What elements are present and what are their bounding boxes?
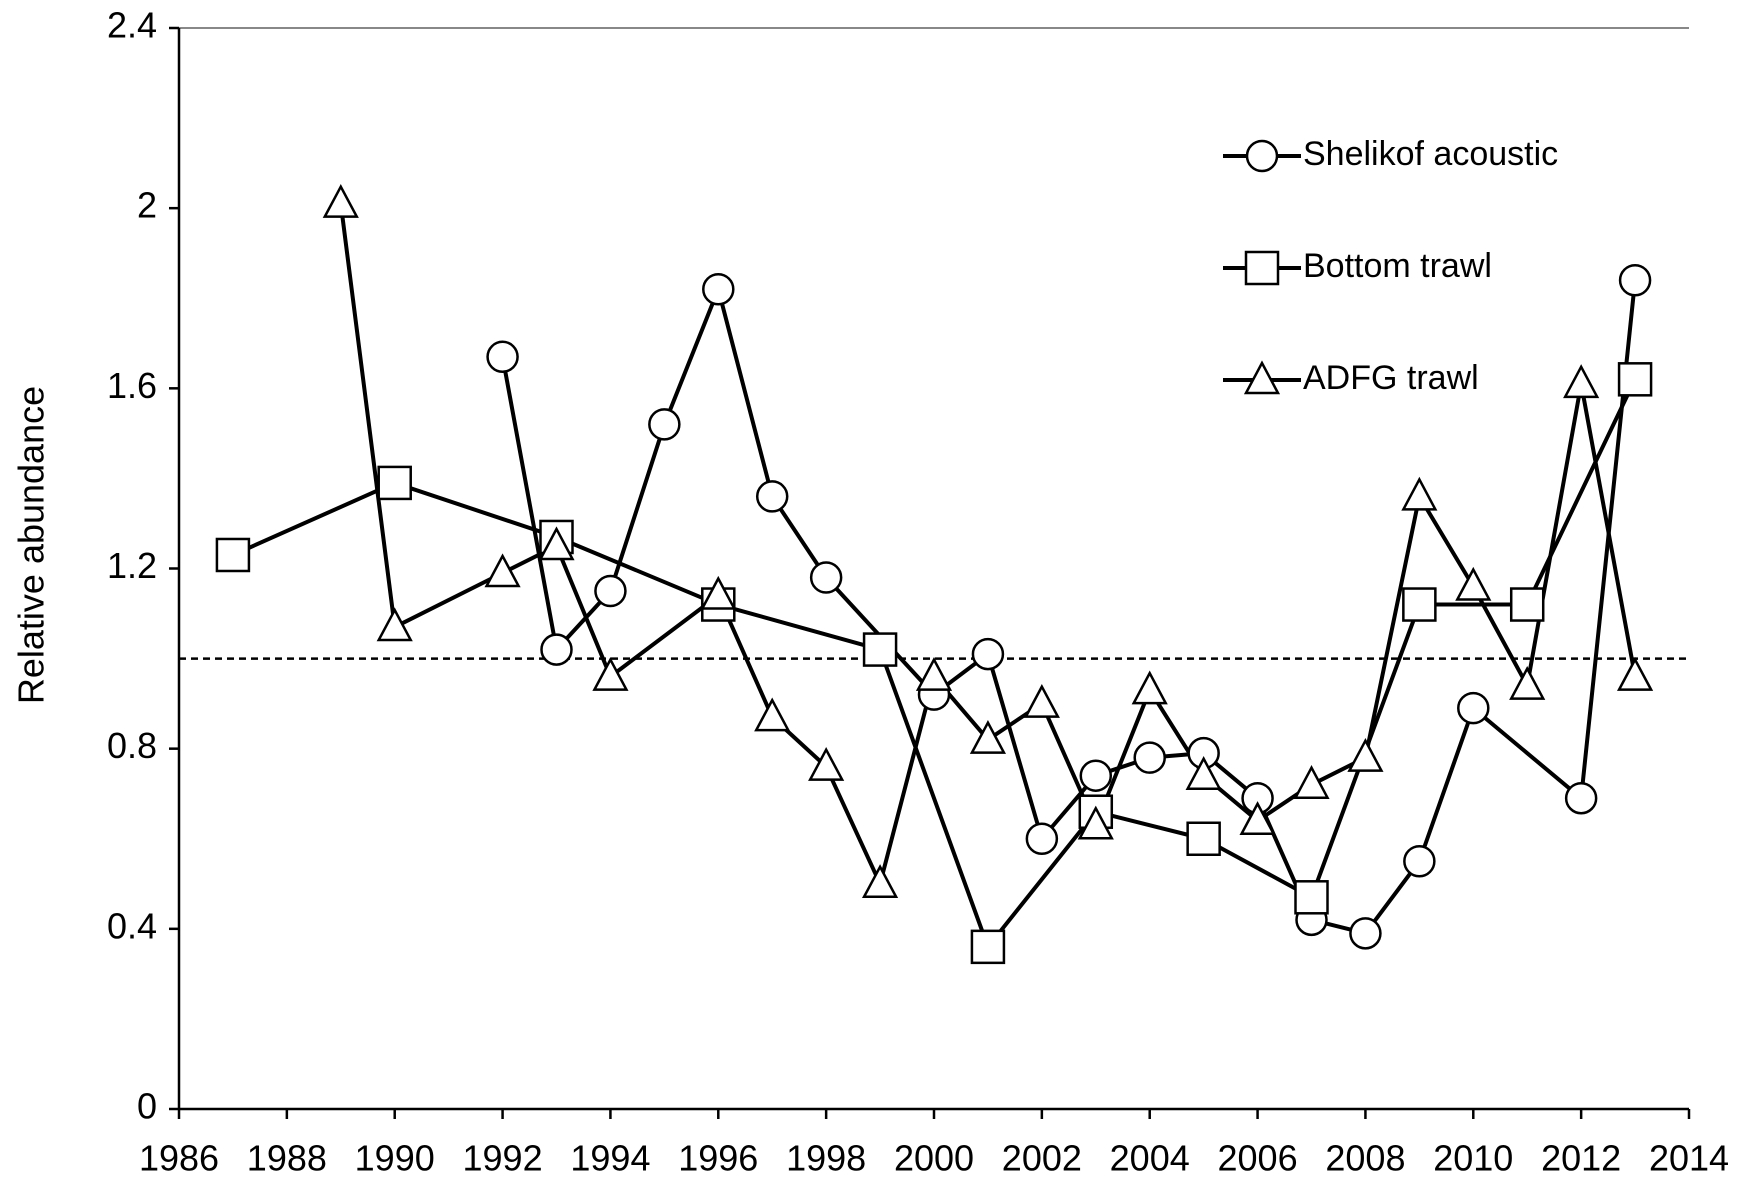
marker: [808, 747, 845, 781]
marker: [1457, 691, 1490, 725]
marker: [1455, 566, 1492, 601]
marker: [1509, 587, 1545, 622]
marker: [754, 697, 791, 732]
marker: [861, 864, 899, 899]
y-tick-label: 0.8: [107, 725, 157, 766]
x-tick-label: 2006: [1218, 1138, 1298, 1179]
marker: [1077, 805, 1114, 840]
x-tick-label: 2014: [1649, 1138, 1729, 1179]
marker: [540, 633, 573, 666]
marker: [1293, 765, 1330, 799]
marker: [1618, 263, 1652, 297]
x-tick-label: 1986: [139, 1138, 219, 1179]
x-tick-label: 2008: [1325, 1138, 1405, 1179]
marker: [970, 929, 1006, 965]
marker: [809, 561, 843, 594]
series-line: [232, 378, 1637, 949]
marker: [1133, 741, 1166, 774]
marker: [484, 553, 521, 588]
marker: [915, 656, 953, 691]
marker: [322, 184, 359, 218]
x-tick-label: 2004: [1110, 1138, 1190, 1179]
marker: [1023, 683, 1060, 718]
marker: [862, 632, 898, 667]
y-tick-label: 1.2: [107, 545, 157, 586]
marker: [376, 607, 413, 642]
y-tick-label: 0.4: [107, 905, 157, 946]
x-tick-label: 1988: [247, 1138, 327, 1179]
marker: [538, 526, 575, 561]
legend-label: ADFG trawl: [1303, 359, 1479, 397]
legend-marker: [1243, 360, 1281, 395]
marker: [1401, 476, 1438, 511]
marker: [1616, 656, 1654, 691]
marker: [1025, 822, 1059, 855]
marker: [1131, 670, 1168, 705]
marker: [1564, 781, 1598, 815]
marker: [1185, 756, 1222, 790]
marker: [971, 637, 1005, 671]
marker: [1294, 880, 1329, 915]
x-tick-label: 1996: [678, 1138, 758, 1179]
legend-marker: [1244, 250, 1280, 286]
x-tick-label: 1992: [463, 1138, 543, 1179]
marker: [702, 272, 735, 306]
legend-marker: [1245, 139, 1279, 173]
marker: [1403, 845, 1436, 878]
marker: [1347, 738, 1384, 772]
marker: [969, 720, 1007, 754]
marker: [1349, 917, 1382, 950]
marker: [1402, 587, 1437, 622]
y-tick-label: 2.4: [107, 5, 157, 46]
x-tick-label: 2012: [1541, 1138, 1621, 1179]
marker: [1563, 364, 1600, 399]
marker: [592, 656, 629, 691]
legend-label: Shelikof acoustic: [1303, 135, 1558, 173]
y-tick-label: 2: [137, 185, 157, 226]
x-tick-label: 1998: [786, 1138, 866, 1179]
marker: [1617, 362, 1653, 397]
x-tick-label: 2000: [894, 1138, 974, 1179]
marker: [648, 408, 681, 441]
y-tick-label: 1.6: [107, 365, 157, 406]
y-tick-label: 0: [137, 1086, 157, 1127]
x-tick-label: 1990: [355, 1138, 435, 1179]
marker: [1509, 665, 1546, 700]
marker: [1186, 821, 1221, 856]
marker: [377, 465, 412, 501]
marker: [594, 574, 627, 608]
marker: [486, 340, 519, 374]
legend-label: Bottom trawl: [1303, 247, 1492, 285]
marker: [1239, 801, 1276, 835]
x-tick-label: 1994: [570, 1138, 650, 1179]
marker: [700, 575, 737, 610]
marker: [1079, 759, 1113, 792]
marker: [215, 537, 251, 573]
x-tick-label: 2010: [1433, 1138, 1513, 1179]
marker: [755, 480, 789, 513]
y-axis-label: Relative abundance: [11, 386, 52, 704]
x-tick-label: 2002: [1002, 1138, 1082, 1179]
